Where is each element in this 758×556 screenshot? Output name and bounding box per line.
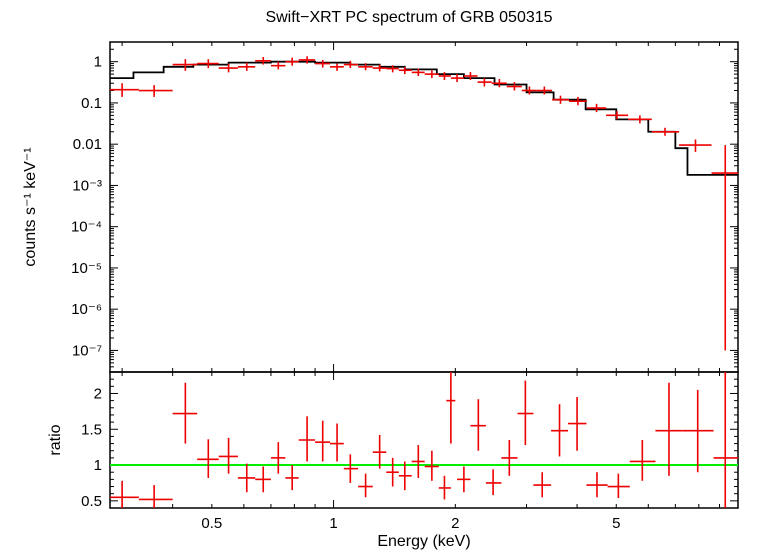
svg-text:10⁻³: 10⁻³: [72, 177, 102, 194]
svg-text:1: 1: [94, 457, 102, 474]
svg-text:10⁻⁴: 10⁻⁴: [71, 219, 102, 236]
svg-text:1: 1: [94, 54, 102, 71]
svg-text:0.01: 0.01: [73, 136, 102, 153]
svg-text:Energy (keV): Energy (keV): [377, 533, 470, 550]
svg-text:Swift−XRT PC spectrum of GRB 0: Swift−XRT PC spectrum of GRB 050315: [265, 9, 552, 26]
spectrum-chart: Swift−XRT PC spectrum of GRB 050315 0.5 1 2…: [0, 0, 758, 556]
svg-text:10⁻⁷: 10⁻⁷: [72, 342, 102, 359]
svg-text:10⁻⁶: 10⁻⁶: [71, 301, 102, 318]
svg-text:2: 2: [451, 515, 459, 532]
svg-text:1.5: 1.5: [81, 421, 102, 438]
svg-text:0.5: 0.5: [201, 515, 222, 532]
svg-text:5: 5: [612, 515, 620, 532]
svg-text:10⁻⁵: 10⁻⁵: [71, 260, 102, 277]
chart-container: Swift−XRT PC spectrum of GRB 050315 0.5 1 2…: [0, 0, 758, 556]
svg-text:counts s⁻¹ keV⁻¹: counts s⁻¹ keV⁻¹: [22, 147, 39, 266]
svg-text:1: 1: [329, 515, 337, 532]
svg-text:ratio: ratio: [47, 424, 64, 455]
svg-text:2: 2: [94, 385, 102, 402]
svg-text:0.5: 0.5: [81, 493, 102, 510]
svg-text:0.1: 0.1: [81, 95, 102, 112]
